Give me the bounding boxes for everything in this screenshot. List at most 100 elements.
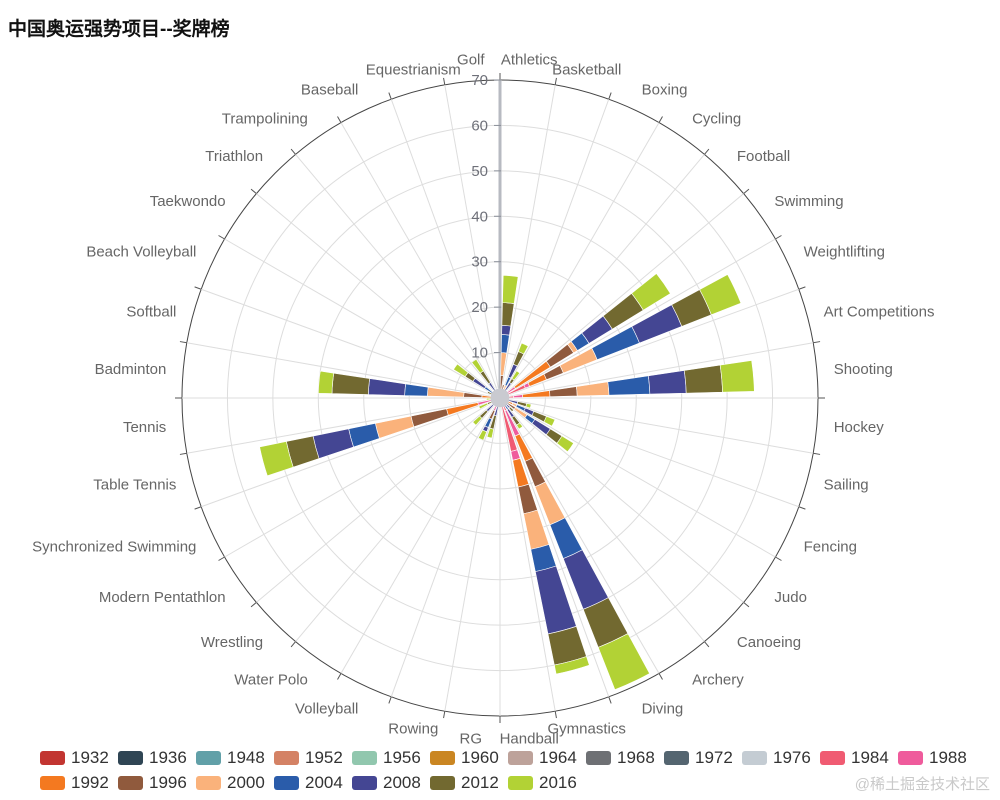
bar-segment-fencing-2016[interactable]: [543, 415, 556, 427]
bar-segment-badminton-2016[interactable]: [318, 370, 335, 394]
bar-segment-canoeing-2012[interactable]: [508, 406, 515, 413]
bar-segment-taekwondo-2016[interactable]: [453, 363, 469, 378]
category-label-athletics: Athletics: [501, 51, 558, 68]
bar-segment-diving-2016[interactable]: [597, 633, 650, 691]
bar-segment-shooting-2004[interactable]: [607, 375, 651, 396]
legend-item-1932[interactable]: 1932: [40, 748, 118, 768]
legend-label: 2016: [539, 773, 577, 792]
bar-segment-weightlifting-2016[interactable]: [699, 274, 742, 316]
legend-item-1992[interactable]: 1992: [40, 773, 118, 793]
legend-item-1996[interactable]: 1996: [118, 773, 196, 793]
legend-swatch-1936: [118, 751, 143, 765]
legend-item-2016[interactable]: 2016: [508, 773, 586, 793]
legend-item-1952[interactable]: 1952: [274, 748, 352, 768]
legend-item-1956[interactable]: 1956: [352, 748, 430, 768]
bar-segment-table-tennis-2008[interactable]: [312, 428, 354, 459]
bar-segment-wrestling-2016[interactable]: [472, 415, 483, 426]
legend-swatch-1972: [664, 751, 689, 765]
legend-swatch-1968: [586, 751, 611, 765]
radial-tick-label: 60: [471, 117, 488, 134]
grid-spoke: [201, 400, 491, 508]
angle-tick: [554, 711, 557, 719]
bar-segment-swimming-2016[interactable]: [631, 273, 671, 311]
bar-segment-table-tennis-2016[interactable]: [259, 441, 294, 477]
legend-swatch-1992: [40, 776, 65, 790]
legend-item-2008[interactable]: 2008: [352, 773, 430, 793]
bar-segment-archery-2016[interactable]: [516, 422, 524, 430]
bar-segment-badminton-2004[interactable]: [404, 383, 429, 397]
radial-tick-label: 70: [471, 72, 488, 89]
angle-tick: [388, 696, 392, 704]
bar-segment-boxing-2016[interactable]: [517, 342, 529, 355]
legend-swatch-2000: [196, 776, 221, 790]
center-hub: [490, 388, 510, 408]
bar-segment-tennis-2016[interactable]: [486, 397, 492, 401]
grid-spoke: [509, 342, 814, 397]
category-label-wrestling: Wrestling: [201, 634, 263, 651]
bar-segment-badminton-2008[interactable]: [367, 378, 406, 396]
bar-segment-synchronized-swimming-2016[interactable]: [478, 402, 489, 410]
bar-segment-shooting-2008[interactable]: [647, 370, 687, 395]
bar-segment-trampolining-2016[interactable]: [471, 358, 484, 374]
legend-item-1988[interactable]: 1988: [898, 748, 976, 768]
angle-tick: [290, 641, 296, 648]
legend-item-2000[interactable]: 2000: [196, 773, 274, 793]
category-label-trampolining: Trampolining: [222, 111, 308, 128]
legend-label: 2000: [227, 773, 265, 792]
legend-label: 1996: [149, 773, 187, 792]
bar-segment-judo-2016[interactable]: [556, 435, 575, 453]
legend-item-1964[interactable]: 1964: [508, 748, 586, 768]
angle-tick: [194, 286, 202, 290]
bar-segment-sailing-2016[interactable]: [525, 403, 532, 409]
category-label-beach-volleyball: Beach Volleyball: [86, 243, 196, 260]
legend-item-1976[interactable]: 1976: [742, 748, 820, 768]
bar-segment-gymnastics-2000[interactable]: [523, 509, 550, 550]
grid-spoke: [340, 406, 496, 674]
category-label-baseball: Baseball: [301, 81, 359, 98]
watermark: @稀土掘金技术社区: [854, 776, 990, 793]
bar-segment-athletics-2016[interactable]: [502, 275, 519, 304]
legend-item-1960[interactable]: 1960: [430, 748, 508, 768]
category-label-synchronized-swimming: Synchronized Swimming: [32, 539, 196, 556]
legend-item-2012[interactable]: 2012: [430, 773, 508, 793]
legend-item-1972[interactable]: 1972: [664, 748, 742, 768]
category-label-rowing: Rowing: [388, 721, 438, 738]
bar-segment-gymnastics-1996[interactable]: [517, 483, 538, 515]
legend-label: 1972: [695, 748, 733, 767]
bar-segment-cycling-2016[interactable]: [511, 370, 521, 381]
legend-swatch-1988: [898, 751, 923, 765]
bar-segment-volleyball-2016[interactable]: [477, 429, 488, 441]
grid-spoke: [504, 122, 660, 390]
legend-item-1968[interactable]: 1968: [586, 748, 664, 768]
angle-tick: [775, 235, 782, 240]
bar-segment-gymnastics-2016[interactable]: [553, 656, 590, 675]
bar-segment-athletics-2008[interactable]: [501, 325, 512, 336]
legend-label: 1976: [773, 748, 811, 767]
bar-segment-badminton-2012[interactable]: [331, 372, 371, 395]
legend-swatch-2016: [508, 776, 533, 790]
angle-tick: [443, 711, 446, 719]
angle-tick: [775, 556, 782, 561]
grid-spoke: [507, 193, 744, 392]
bar-segment-shooting-2012[interactable]: [683, 364, 723, 394]
legend-item-2004[interactable]: 2004: [274, 773, 352, 793]
bar-segment-diving-2008[interactable]: [562, 549, 609, 610]
category-label-water-polo: Water Polo: [234, 671, 308, 688]
legend-item-1984[interactable]: 1984: [820, 748, 898, 768]
legend-label: 1964: [539, 748, 577, 767]
category-label-modern-pentathlon: Modern Pentathlon: [99, 589, 226, 606]
category-label-basketball: Basketball: [552, 61, 621, 78]
grid-spoke: [509, 400, 799, 508]
grid-spoke: [256, 404, 493, 603]
angle-tick: [179, 341, 187, 344]
bar-segment-shooting-2016[interactable]: [719, 360, 755, 393]
legend-label: 2012: [461, 773, 499, 792]
grid-spoke: [256, 193, 493, 392]
legend-label: 1932: [71, 748, 109, 767]
bar-segment-rowing-2016[interactable]: [486, 427, 495, 439]
angle-tick: [658, 673, 663, 680]
legend-item-1948[interactable]: 1948: [196, 748, 274, 768]
bar-segment-athletics-2012[interactable]: [501, 302, 515, 327]
legend-item-1936[interactable]: 1936: [118, 748, 196, 768]
